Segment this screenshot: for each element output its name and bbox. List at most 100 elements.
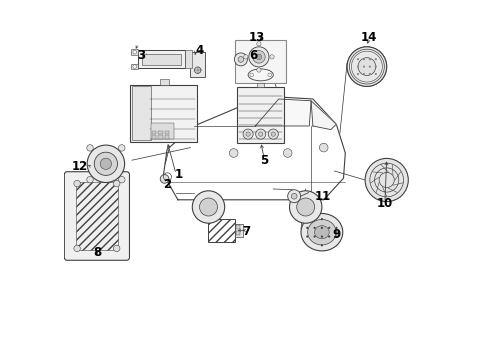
Circle shape bbox=[327, 235, 329, 238]
Text: 6: 6 bbox=[248, 49, 257, 62]
Circle shape bbox=[269, 55, 274, 59]
Circle shape bbox=[283, 149, 291, 157]
Circle shape bbox=[86, 145, 93, 151]
Bar bbox=[164, 135, 169, 139]
Text: 12: 12 bbox=[72, 160, 88, 173]
Ellipse shape bbox=[307, 220, 335, 245]
Circle shape bbox=[362, 73, 364, 75]
Ellipse shape bbox=[314, 226, 328, 239]
Bar bbox=[237, 87, 284, 143]
Circle shape bbox=[94, 152, 117, 175]
Bar bbox=[235, 40, 285, 83]
Text: 5: 5 bbox=[260, 154, 268, 167]
Text: 1: 1 bbox=[174, 168, 182, 181]
Circle shape bbox=[356, 66, 358, 68]
Text: 10: 10 bbox=[376, 197, 392, 210]
Circle shape bbox=[160, 175, 168, 183]
Text: 11: 11 bbox=[314, 190, 330, 203]
Circle shape bbox=[245, 132, 250, 136]
Circle shape bbox=[374, 73, 376, 75]
Bar bbox=[76, 182, 117, 250]
Bar bbox=[234, 224, 242, 237]
Circle shape bbox=[320, 227, 322, 229]
Text: 2: 2 bbox=[163, 178, 171, 191]
Circle shape bbox=[320, 218, 322, 220]
Text: 14: 14 bbox=[360, 31, 376, 44]
Circle shape bbox=[327, 227, 329, 229]
Circle shape bbox=[374, 58, 376, 60]
Text: 9: 9 bbox=[332, 228, 340, 241]
Circle shape bbox=[238, 57, 244, 62]
Circle shape bbox=[113, 180, 120, 187]
Text: 8: 8 bbox=[93, 246, 101, 258]
Text: 3: 3 bbox=[137, 49, 145, 62]
Circle shape bbox=[268, 129, 278, 139]
Circle shape bbox=[335, 227, 337, 229]
Bar bbox=[138, 50, 185, 68]
Bar bbox=[151, 131, 156, 134]
Polygon shape bbox=[310, 101, 336, 130]
Circle shape bbox=[248, 47, 268, 67]
Polygon shape bbox=[255, 99, 310, 126]
Bar bbox=[142, 54, 181, 65]
Circle shape bbox=[243, 55, 247, 59]
Bar bbox=[257, 83, 264, 87]
Circle shape bbox=[357, 58, 375, 76]
Bar bbox=[151, 135, 156, 139]
FancyBboxPatch shape bbox=[64, 172, 129, 260]
Circle shape bbox=[87, 145, 124, 183]
Bar bbox=[160, 79, 168, 85]
Circle shape bbox=[368, 73, 370, 75]
Circle shape bbox=[199, 198, 217, 216]
Circle shape bbox=[365, 158, 407, 202]
Circle shape bbox=[133, 50, 136, 54]
Text: 7: 7 bbox=[241, 225, 249, 238]
Circle shape bbox=[313, 235, 315, 238]
Bar bbox=[158, 131, 163, 134]
Ellipse shape bbox=[301, 213, 342, 251]
Circle shape bbox=[118, 145, 125, 151]
Bar bbox=[151, 123, 174, 139]
Circle shape bbox=[86, 176, 93, 183]
Circle shape bbox=[305, 235, 308, 238]
Bar bbox=[236, 231, 240, 235]
Bar bbox=[131, 49, 138, 55]
Circle shape bbox=[313, 227, 315, 229]
Circle shape bbox=[74, 245, 80, 252]
Circle shape bbox=[305, 227, 308, 229]
Circle shape bbox=[192, 191, 224, 223]
Bar bbox=[130, 85, 196, 142]
Circle shape bbox=[113, 245, 120, 252]
Circle shape bbox=[368, 58, 370, 60]
Circle shape bbox=[194, 67, 201, 73]
Bar bbox=[158, 135, 163, 139]
Circle shape bbox=[258, 132, 263, 136]
Circle shape bbox=[320, 235, 322, 238]
Text: 4: 4 bbox=[196, 44, 203, 57]
Circle shape bbox=[289, 191, 321, 223]
Circle shape bbox=[356, 58, 358, 60]
Circle shape bbox=[374, 66, 376, 68]
Circle shape bbox=[255, 129, 265, 139]
Circle shape bbox=[256, 42, 261, 46]
Circle shape bbox=[356, 73, 358, 75]
Circle shape bbox=[287, 190, 300, 203]
Circle shape bbox=[346, 47, 386, 86]
Bar bbox=[131, 64, 138, 69]
Circle shape bbox=[100, 158, 111, 170]
Circle shape bbox=[319, 143, 327, 152]
Circle shape bbox=[118, 176, 125, 183]
Bar bbox=[190, 52, 204, 77]
Bar bbox=[236, 225, 240, 229]
Circle shape bbox=[320, 244, 322, 246]
Bar bbox=[207, 219, 234, 242]
Bar bbox=[185, 50, 191, 68]
Circle shape bbox=[234, 53, 247, 66]
Circle shape bbox=[256, 68, 261, 72]
Circle shape bbox=[335, 235, 337, 238]
Polygon shape bbox=[163, 97, 345, 200]
Circle shape bbox=[133, 65, 136, 68]
Circle shape bbox=[252, 51, 264, 63]
Text: 13: 13 bbox=[248, 31, 264, 44]
Circle shape bbox=[291, 193, 296, 199]
